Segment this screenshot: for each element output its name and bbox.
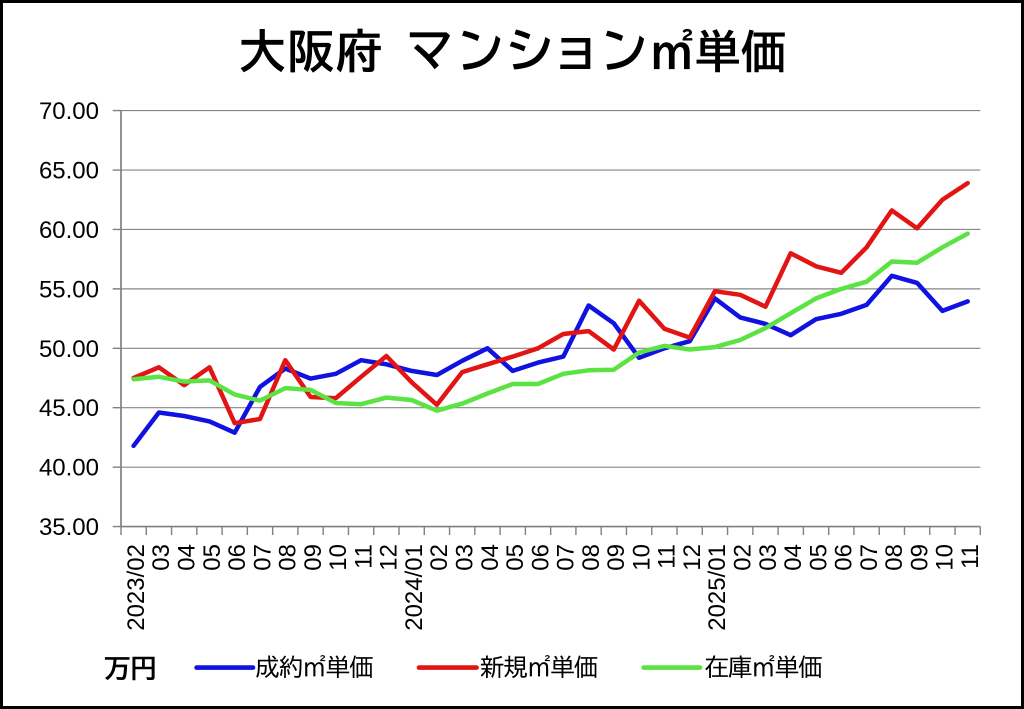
- svg-text:12: 12: [679, 544, 706, 571]
- svg-text:55.00: 55.00: [39, 276, 99, 303]
- svg-text:40.00: 40.00: [39, 455, 99, 482]
- svg-text:11: 11: [350, 544, 377, 569]
- svg-text:07: 07: [553, 544, 580, 571]
- svg-text:09: 09: [300, 544, 327, 571]
- svg-text:11: 11: [654, 544, 681, 569]
- svg-text:05: 05: [199, 544, 226, 571]
- svg-text:04: 04: [174, 544, 201, 571]
- svg-text:02: 02: [426, 544, 453, 571]
- svg-text:45.00: 45.00: [39, 395, 99, 422]
- svg-text:08: 08: [578, 544, 605, 571]
- svg-text:65.00: 65.00: [39, 158, 99, 185]
- svg-text:11: 11: [957, 544, 984, 569]
- svg-text:06: 06: [527, 544, 554, 571]
- svg-text:2024/01: 2024/01: [401, 544, 428, 631]
- svg-text:07: 07: [249, 544, 276, 571]
- svg-text:04: 04: [780, 544, 807, 571]
- svg-text:2025/01: 2025/01: [704, 544, 731, 631]
- svg-text:50.00: 50.00: [39, 336, 99, 363]
- svg-text:2023/02: 2023/02: [123, 544, 150, 631]
- svg-text:70.00: 70.00: [39, 98, 99, 125]
- svg-text:10: 10: [932, 544, 959, 571]
- svg-text:08: 08: [275, 544, 302, 571]
- svg-text:05: 05: [805, 544, 832, 571]
- svg-text:35.00: 35.00: [39, 514, 99, 541]
- svg-text:02: 02: [730, 544, 757, 571]
- svg-text:03: 03: [148, 544, 175, 571]
- svg-text:07: 07: [856, 544, 883, 571]
- svg-text:05: 05: [502, 544, 529, 571]
- svg-text:60.00: 60.00: [39, 217, 99, 244]
- svg-text:03: 03: [755, 544, 782, 571]
- svg-text:06: 06: [831, 544, 858, 571]
- svg-text:09: 09: [603, 544, 630, 571]
- svg-text:04: 04: [477, 544, 504, 571]
- svg-text:10: 10: [628, 544, 655, 571]
- svg-text:12: 12: [376, 544, 403, 571]
- svg-text:03: 03: [452, 544, 479, 571]
- svg-text:10: 10: [325, 544, 352, 571]
- svg-text:06: 06: [224, 544, 251, 571]
- svg-text:09: 09: [906, 544, 933, 571]
- svg-text:08: 08: [881, 544, 908, 571]
